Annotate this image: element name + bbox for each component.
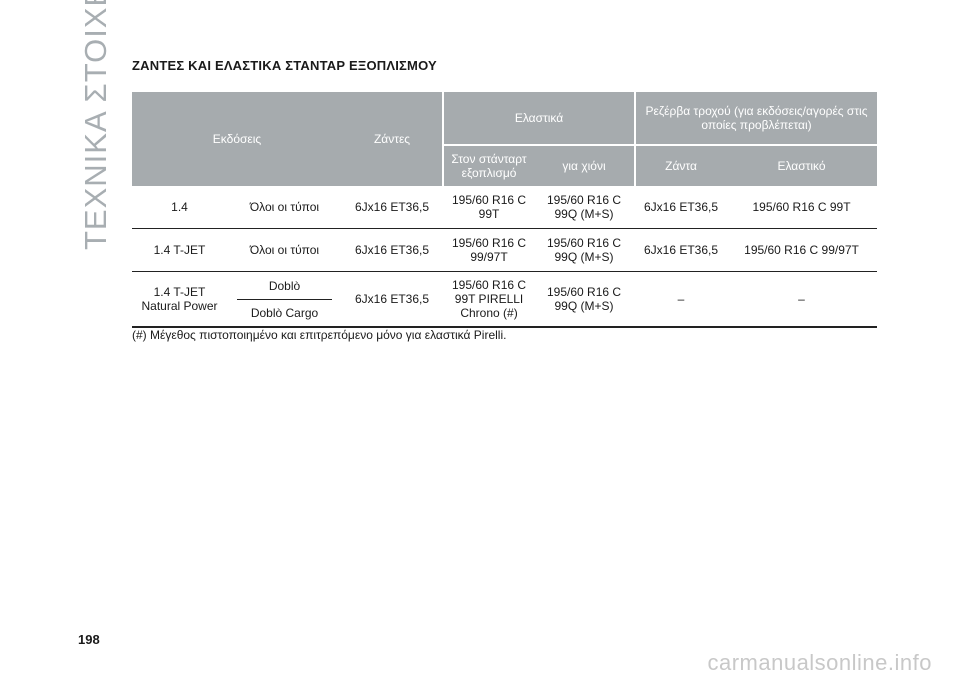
header-tyres: Ελαστικά: [444, 92, 635, 145]
cell-spare-rim: 6Jx16 ET36,5: [636, 228, 727, 272]
cell-model-top: Doblò: [237, 279, 333, 300]
header-tyres-snow: για χιόνι: [534, 144, 635, 186]
cell-spare-tyre: 195/60 R16 C 99T: [726, 186, 878, 229]
cell-model: Όλοι οι τύποι: [227, 186, 343, 229]
cell-tyre-snow: 195/60 R16 C 99Q (M+S): [534, 228, 635, 272]
cell-model: Doblò Doblò Cargo: [227, 271, 343, 328]
header-spare-rim: Ζάντα: [636, 144, 727, 186]
cell-tyre-snow: 195/60 R16 C 99Q (M+S): [534, 186, 635, 229]
cell-rim: 6Jx16 ET36,5: [342, 186, 443, 229]
header-spare-tyre: Ελαστικό: [726, 144, 878, 186]
header-rims: Ζάντες: [342, 92, 443, 186]
cell-rim: 6Jx16 ET36,5: [342, 228, 443, 272]
cell-spare-tyre: 195/60 R16 C 99/97T: [726, 228, 878, 272]
cell-version: 1.4 T-JET: [132, 228, 227, 272]
cell-model-bottom: Doblò Cargo: [250, 305, 319, 320]
cell-tyre-snow: 195/60 R16 C 99Q (M+S): [534, 271, 635, 328]
cell-tyre-standard: 195/60 R16 C 99T: [444, 186, 535, 229]
section-side-title: ΤΕΧΝΙΚΑ ΣΤΟΙΧΕΙΑ: [78, 0, 113, 250]
cell-model: Όλοι οι τύποι: [227, 228, 343, 272]
header-tyres-standard: Στον στάνταρτ εξοπλισμό: [444, 144, 535, 186]
header-versions: Εκδόσεις: [132, 92, 343, 186]
table-row: 1.4 Όλοι οι τύποι 6Jx16 ET36,5 195/60 R1…: [132, 186, 878, 229]
cell-spare-rim: 6Jx16 ET36,5: [636, 186, 727, 229]
page-number: 198: [78, 632, 100, 647]
header-spare-wheel: Ρεζέρβα τροχού (για εκδόσεις/αγορές στις…: [636, 92, 878, 145]
cell-tyre-standard: 195/60 R16 C 99/97T: [444, 228, 535, 272]
cell-spare-rim: –: [636, 271, 727, 328]
cell-version: 1.4: [132, 186, 227, 229]
cell-version: 1.4 T-JET Natural Power: [132, 271, 227, 328]
table-row: 1.4 T-JET Natural Power Doblò Doblò Carg…: [132, 271, 878, 328]
cell-rim: 6Jx16 ET36,5: [342, 271, 443, 328]
cell-tyre-standard: 195/60 R16 C 99T PIRELLI Chrono (#): [444, 271, 535, 328]
table-footnote: (#) Μέγεθος πιστοποιημένο και επιτρεπόμε…: [132, 328, 507, 342]
watermark: carmanualsonline.info: [707, 650, 932, 675]
rims-tyres-table: Εκδόσεις Ζάντες Ελαστικά Ρεζέρβα τροχού …: [132, 92, 878, 328]
cell-spare-tyre: –: [726, 271, 878, 328]
page-heading: ΖΑΝΤΕΣ ΚΑΙ ΕΛΑΣΤΙΚΑ ΣΤΑΝΤΑΡ ΕΞΟΠΛΙΣΜΟΥ: [132, 58, 437, 73]
table-row: 1.4 T-JET Όλοι οι τύποι 6Jx16 ET36,5 195…: [132, 228, 878, 272]
